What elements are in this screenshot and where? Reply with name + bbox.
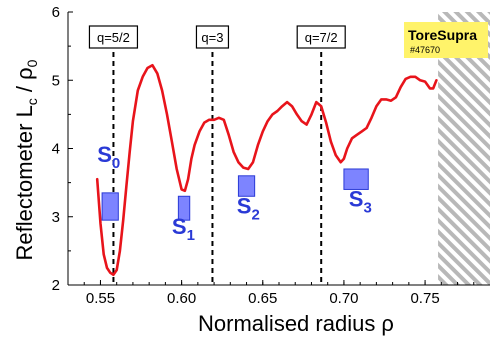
q-label: q=3 xyxy=(201,30,223,45)
q-label-box xyxy=(195,25,230,49)
region-markers: S0 S1 S2 S3 xyxy=(97,142,372,244)
x-tick-label: 0.75 xyxy=(410,290,439,307)
region-label: S1 xyxy=(172,214,195,244)
region-rect xyxy=(177,195,191,221)
y-tick-label: 6 xyxy=(52,4,60,21)
region-label: S3 xyxy=(349,187,372,217)
q-label-box xyxy=(296,25,346,49)
region-rect xyxy=(237,175,256,197)
y-tick-label: 2 xyxy=(52,277,60,294)
y-axis-title: Reflectometer Lc / ρ0 xyxy=(12,59,40,260)
y-tick-label: 5 xyxy=(52,72,60,89)
axes: 0.55 0.60 0.65 0.70 0.75 2 3 4 5 6 xyxy=(52,4,490,307)
badge-background xyxy=(404,22,488,58)
badge-shot-number: #47670 xyxy=(410,45,440,55)
q-label: q=5/2 xyxy=(97,30,130,45)
reflectometer-curve xyxy=(95,63,438,277)
q-label-box xyxy=(88,25,139,49)
x-tick-label: 0.60 xyxy=(167,290,196,307)
x-axis-title: Normalised radius ρ xyxy=(198,311,394,336)
q-surface-lines: q=5/2 q=3 q=7/2 xyxy=(88,25,346,285)
q-label: q=7/2 xyxy=(305,30,338,45)
region-label: S0 xyxy=(97,142,120,172)
y-tick-label: 4 xyxy=(52,141,60,158)
badge-title: ToreSupra xyxy=(408,27,477,43)
region-rect xyxy=(101,192,119,221)
x-tick-label: 0.70 xyxy=(329,290,358,307)
region-rect xyxy=(343,168,369,190)
toresupra-badge: ToreSupra #47670 xyxy=(404,22,488,58)
region-label: S2 xyxy=(237,193,260,223)
y-tick-label: 3 xyxy=(52,209,60,226)
x-tick-label: 0.55 xyxy=(86,290,115,307)
x-tick-label: 0.65 xyxy=(248,290,277,307)
